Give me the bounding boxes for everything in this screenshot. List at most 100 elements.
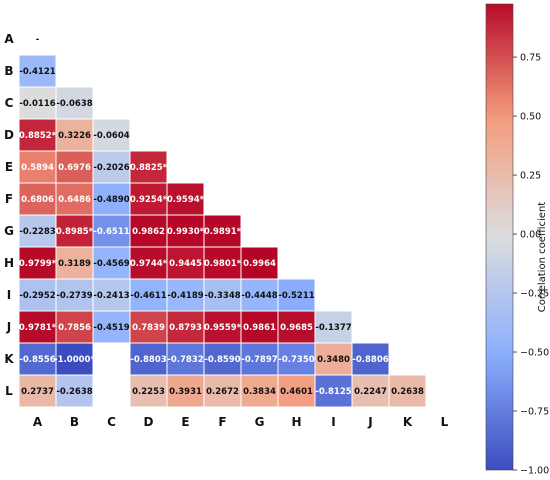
cell-value-J-H: 0.9685 — [280, 323, 313, 333]
column-label-E: E — [181, 415, 189, 429]
cell-value-F-A: 0.6806 — [21, 195, 54, 205]
cell-value-J-E: 0.8793 — [169, 323, 202, 333]
heatmap-cell-L-F — [203, 374, 242, 408]
column-labels: A B C D E F G H I J K L — [33, 415, 449, 429]
cell-value-K-G: -0.7897 — [241, 355, 277, 365]
cell-value-L-K: 0.2638 — [391, 387, 424, 397]
column-label-B: B — [70, 415, 79, 429]
column-label-F: F — [218, 415, 226, 429]
colorbar-gradient — [485, 3, 514, 471]
cell-value-G-B: 0.8985* — [56, 227, 94, 237]
cell-value-D-C: -0.0604 — [93, 131, 129, 141]
heatmap-cell-G-F — [203, 214, 242, 248]
column-label-A: A — [33, 415, 43, 429]
cell-value-L-D: 0.2253 — [132, 387, 165, 397]
heatmap-cell-L-I — [314, 374, 353, 408]
cell-value-F-E: 0.9594* — [167, 195, 205, 205]
cell-value-I-H: -0.5211 — [278, 291, 314, 301]
heatmap-cell-L-K — [388, 374, 427, 408]
cell-value-I-C: -0.2413 — [93, 291, 129, 301]
heatmap-cell-J-F — [203, 310, 242, 344]
cell-value-E-B: 0.6976 — [58, 163, 91, 173]
column-label-D: D — [144, 415, 154, 429]
colorbar-tick-label: −0.50 — [520, 348, 549, 359]
heatmap-cell-L-B — [55, 374, 94, 408]
heatmap-cell-I-C — [92, 278, 131, 312]
cell-value-I-E: -0.4189 — [167, 291, 203, 301]
cell-value-I-F: -0.3348 — [204, 291, 240, 301]
row-label-L: L — [5, 384, 13, 398]
cell-value-K-F: -0.8590 — [204, 355, 240, 365]
colorbar-tick-label: 0.00 — [520, 230, 541, 241]
cell-value-K-E: -0.7832 — [167, 355, 203, 365]
cell-value-H-B: 0.3189 — [58, 259, 91, 269]
cell-value-K-J: -0.8806 — [352, 355, 388, 365]
cell-value-L-A: 0.2737 — [21, 387, 54, 397]
heatmap-cell-L-A — [18, 374, 57, 408]
heatmap-cell-E-B — [55, 150, 94, 184]
cell-value-J-D: 0.7839 — [132, 323, 165, 333]
cell-value-F-C: -0.4890 — [93, 195, 129, 205]
colorbar-tick-label: −1.00 — [520, 466, 549, 477]
cell-value-L-H: 0.4601 — [280, 387, 313, 397]
cell-value-K-B: -1.0000* — [54, 355, 95, 365]
row-label-D: D — [4, 128, 14, 142]
cell-value-H-F: 0.9801* — [204, 259, 242, 269]
heatmap-cell-I-A — [18, 278, 57, 312]
heatmap-cell-D-C — [92, 118, 131, 152]
cell-value-I-D: -0.4611 — [130, 291, 166, 301]
heatmap-cell-L-D — [129, 374, 168, 408]
colorbar-tick-label: −0.75 — [520, 407, 549, 418]
heatmap-cell-F-D — [129, 182, 168, 216]
cell-value-J-C: -0.4519 — [93, 323, 129, 333]
row-label-J: J — [6, 320, 11, 334]
heatmap-cell-H-B — [55, 246, 94, 280]
cell-value-G-E: 0.9930* — [167, 227, 205, 237]
row-label-K: K — [4, 352, 14, 366]
cell-value-E-D: 0.8825* — [130, 163, 168, 173]
heatmap-cell-J-A — [18, 310, 57, 344]
heatmap-cell-H-G — [240, 246, 279, 280]
heatmap-cell-K-F — [203, 342, 242, 376]
heatmap-cell-G-C — [92, 214, 131, 248]
cell-value-K-H: -0.7350 — [278, 355, 314, 365]
column-label-K: K — [403, 415, 413, 429]
cell-value-J-F: 0.9559* — [204, 323, 242, 333]
row-label-C: C — [5, 96, 14, 110]
cell-value-G-D: 0.9862 — [132, 227, 165, 237]
cell-value-G-C: -0.6511 — [93, 227, 129, 237]
cell-value-L-B: -0.2638 — [56, 387, 92, 397]
heatmap-cell-G-A — [18, 214, 57, 248]
row-label-A: A — [4, 32, 14, 46]
colorbar-ticks: 0.75 0.50 0.25 0.00 −0.25 −0.50 −0.75 −1.00 — [513, 53, 549, 477]
heatmap-cell-C-A — [18, 86, 57, 120]
cell-value-J-B: 0.7856 — [58, 323, 91, 333]
cell-value-H-E: 0.9445 — [169, 259, 202, 269]
cell-value-H-G: 0.9964 — [243, 259, 276, 269]
cell-value-E-C: -0.2026 — [93, 163, 129, 173]
row-label-F: F — [5, 192, 13, 206]
colorbar-tick-label: −0.25 — [520, 289, 549, 300]
heatmap-cell-J-I — [314, 310, 353, 344]
column-label-J: J — [367, 415, 372, 429]
heatmap-cell-K-I — [314, 342, 353, 376]
heatmap-cell-L-G — [240, 374, 279, 408]
cell-value-D-B: 0.3226 — [58, 131, 91, 141]
heatmap-cell-H-A — [18, 246, 57, 280]
heatmap-cell-K-G — [240, 342, 279, 376]
row-label-G: G — [4, 224, 14, 238]
cell-value-J-I: -0.1377 — [315, 323, 351, 333]
heatmap-cell-K-A — [18, 342, 57, 376]
cell-value-E-A: 0.5894 — [21, 163, 54, 173]
cell-value-G-F: 0.9891* — [204, 227, 242, 237]
heatmap-cell-H-F — [203, 246, 242, 280]
heatmap-cell-G-D — [129, 214, 168, 248]
row-label-H: H — [4, 256, 14, 270]
cell-value-L-I: -0.8125 — [315, 387, 351, 397]
colorbar-label: Correlation coefficient — [537, 202, 548, 313]
heatmap-cell-B-A — [18, 54, 57, 88]
cell-value-H-A: 0.9799* — [19, 259, 57, 269]
cell-value-A-A: - — [36, 35, 40, 45]
cell-value-D-A: 0.8852* — [19, 131, 57, 141]
